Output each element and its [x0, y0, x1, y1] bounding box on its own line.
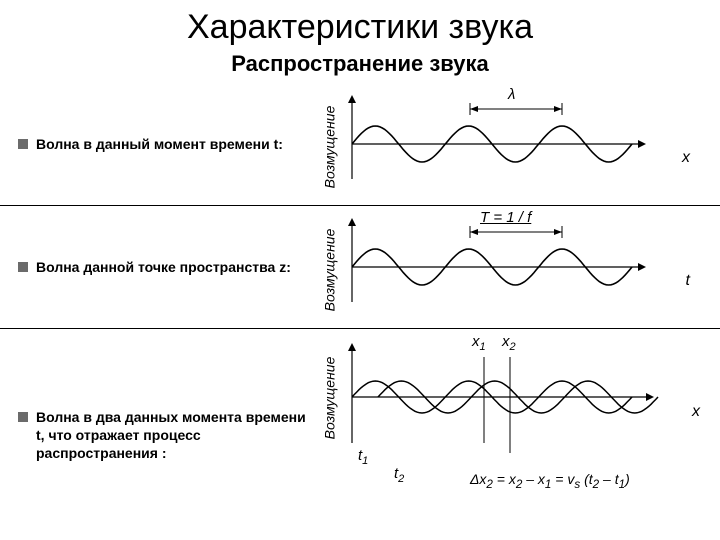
bullet-text-1: Волна в данный момент времени t: — [36, 135, 283, 153]
bullet-square-icon — [18, 412, 28, 422]
delta-formula: Δx2 = x2 – x1 = vs (t2 – t1) — [470, 471, 630, 491]
lambda-label: λ — [508, 86, 515, 103]
ylabel-2: Возмущение — [321, 229, 337, 312]
period-label: T = 1 / f — [480, 209, 531, 226]
graph-2: Возмущение T = 1 / f t — [310, 212, 720, 322]
bullet-square-icon — [18, 139, 28, 149]
xaxis-label-2: t — [686, 272, 690, 290]
xaxis-label-3: x — [692, 403, 700, 421]
xaxis-label-1: x — [682, 149, 690, 167]
wave-svg-2 — [332, 212, 652, 312]
bullet-square-icon — [18, 262, 28, 272]
panel-3: Волна в два данных момента времени t, чт… — [0, 329, 720, 511]
panel-1: Волна в данный момент времени t: Возмуще… — [0, 83, 720, 206]
t2-label: t2 — [394, 465, 404, 485]
panel-2: Волна данной точке пространства z: Возму… — [0, 206, 720, 329]
graph-1: Возмущение λ x — [310, 89, 720, 199]
wave-svg-1 — [332, 89, 652, 189]
bullet-text-3: Волна в два данных момента времени t, чт… — [36, 408, 310, 463]
wave-svg-3 — [332, 335, 662, 465]
bullet-text-2: Волна данной точке пространства z: — [36, 258, 291, 276]
ylabel-1: Возмущение — [321, 106, 337, 189]
page-title: Характеристики звука — [0, 0, 720, 47]
t1-label: t1 — [358, 447, 368, 467]
bullet-row-2: Волна данной точке пространства z: — [0, 258, 310, 276]
bullet-row-1: Волна в данный момент времени t: — [0, 135, 310, 153]
page-subtitle: Распространение звука — [0, 51, 720, 77]
ylabel-3: Возмущение — [321, 357, 337, 440]
x2-label: x2 — [502, 333, 516, 353]
bullet-row-3: Волна в два данных момента времени t, чт… — [0, 378, 310, 463]
x1-label: x1 — [472, 333, 486, 353]
graph-3: Возмущение x1 x2 x t1 t2 Δx2 = x2 – x1 =… — [310, 335, 720, 505]
